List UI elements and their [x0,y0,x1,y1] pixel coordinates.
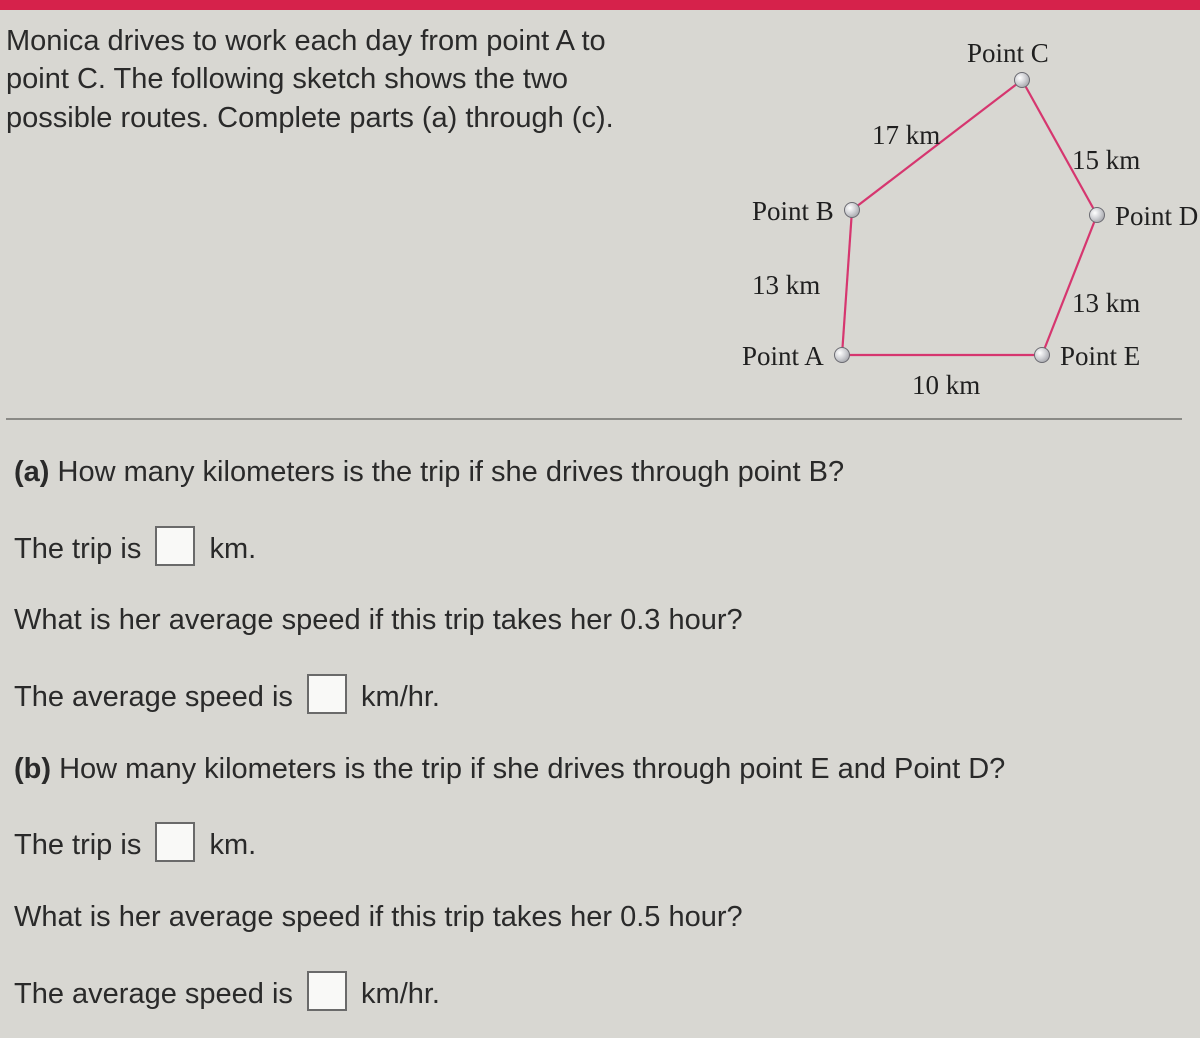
route-diagram: 13 km17 km15 km13 km10 kmPoint APoint BP… [642,20,1182,390]
window-accent-bar [0,0,1200,10]
point-label: Point A [742,341,824,372]
question-a-line1: (a) How many kilometers is the trip if s… [14,454,1174,492]
trip-distance-input-b[interactable] [155,822,195,862]
part-a-q1: How many kilometers is the trip if she d… [58,456,845,488]
part-b-q1: How many kilometers is the trip if she d… [59,753,1005,785]
avg-speed-label-a: The average speed is [14,681,293,713]
edge-distance-label: 15 km [1072,145,1140,176]
edge-distance-label: 10 km [912,370,980,401]
diagram-node [1014,72,1030,88]
point-label: Point B [752,196,834,227]
diagram-overlay: 13 km17 km15 km13 km10 kmPoint APoint BP… [642,20,1182,390]
km-label-a: km. [209,533,256,565]
page-content: Monica drives to work each day from poin… [0,10,1200,1014]
part-a-prefix: (a) [14,456,49,488]
trip-is-label-b: The trip is [14,829,141,861]
diagram-node [834,347,850,363]
kmhr-label-b: km/hr. [361,978,440,1010]
point-label: Point C [967,38,1049,69]
problem-header-row: Monica drives to work each day from poin… [6,20,1182,420]
diagram-node [1034,347,1050,363]
part-a-answer2: The average speed is km/hr. [14,674,1174,717]
diagram-node [1089,207,1105,223]
avg-speed-input-b[interactable] [307,971,347,1011]
questions-section: (a) How many kilometers is the trip if s… [6,420,1182,1014]
point-label: Point D [1115,201,1198,232]
part-b-answer2: The average speed is km/hr. [14,971,1174,1014]
part-b-prefix: (b) [14,753,51,785]
diagram-node [844,202,860,218]
km-label-b: km. [209,829,256,861]
kmhr-label-a: km/hr. [361,681,440,713]
edge-distance-label: 13 km [1072,288,1140,319]
trip-distance-input-a[interactable] [155,526,195,566]
part-a-q2: What is her average speed if this trip t… [14,602,1174,640]
edge-distance-label: 13 km [752,270,820,301]
question-b-line1: (b) How many kilometers is the trip if s… [14,751,1174,789]
edge-distance-label: 17 km [872,120,940,151]
trip-is-label-a: The trip is [14,533,141,565]
part-b-answer1: The trip is km. [14,822,1174,865]
avg-speed-label-b: The average speed is [14,978,293,1010]
part-a-answer1: The trip is km. [14,526,1174,569]
avg-speed-input-a[interactable] [307,674,347,714]
problem-intro-text: Monica drives to work each day from poin… [6,20,632,390]
point-label: Point E [1060,341,1140,372]
part-b-q2: What is her average speed if this trip t… [14,899,1174,937]
